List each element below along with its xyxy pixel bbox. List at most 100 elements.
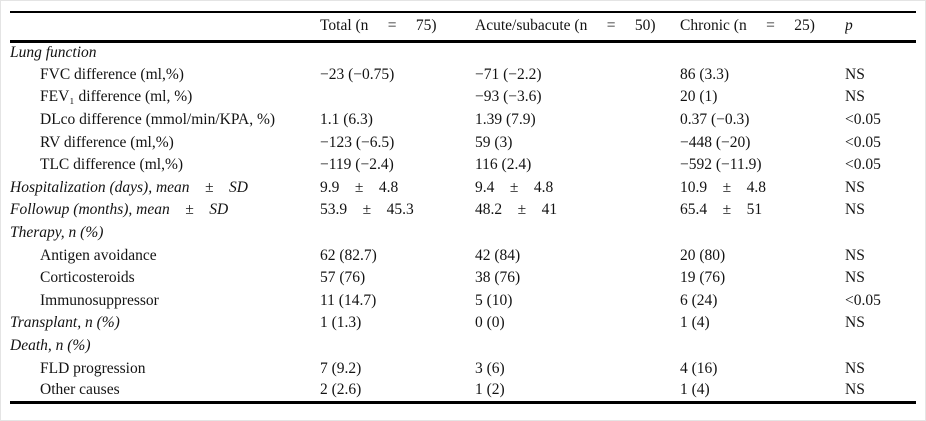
header-chronic: Chronic (n = 25) bbox=[680, 12, 845, 43]
table-row: Therapy, n (%) bbox=[10, 222, 916, 245]
header-p-value: p bbox=[845, 12, 916, 43]
cell-total: 53.9 ± 45.3 bbox=[320, 201, 414, 219]
header-label-spacer bbox=[10, 12, 320, 43]
cell-acute-subacute: 3 (6) bbox=[475, 359, 505, 377]
cell-p-value bbox=[845, 335, 916, 358]
cell-p-value: NS bbox=[845, 381, 865, 399]
cell-chronic: −592 (−11.9) bbox=[680, 156, 762, 174]
table-row: Followup (months), mean ± SD 53.9 ± 45.3 4… bbox=[10, 199, 916, 222]
cell-p-value: <0.05 bbox=[845, 111, 881, 129]
cell-chronic: 0.37 (−0.3) bbox=[680, 111, 750, 129]
table-row: RV difference (ml,%) −123 (−6.5) 59 (3) −44… bbox=[10, 131, 916, 154]
row-label: Corticosteroids bbox=[40, 269, 135, 287]
table-row: Lung function bbox=[10, 41, 916, 64]
cell-p-value: <0.05 bbox=[845, 133, 881, 151]
table-row: Transplant, n (%) 1 (1.3) 0 (0) 1 (4) NS bbox=[10, 312, 916, 335]
cell-acute-subacute: 116 (2.4) bbox=[475, 156, 532, 174]
row-label: RV difference (ml,%) bbox=[40, 133, 174, 151]
table-row: Other causes 2 (2.6) 1 (2) 1 (4) NS bbox=[10, 380, 916, 403]
clinical-outcomes-table: Total (n = 75) Acute/subacute (n = 50) C… bbox=[10, 11, 916, 404]
row-label: Death, n (%) bbox=[10, 337, 91, 355]
cell-chronic: 20 (80) bbox=[680, 246, 726, 264]
header-total: Total (n = 75) bbox=[320, 12, 475, 43]
table-row: FVC difference (ml,%) −23 (−0.75) −71 (−2.… bbox=[10, 64, 916, 87]
cell-total: 57 (76) bbox=[320, 269, 366, 287]
row-label: Immunosuppressor bbox=[40, 291, 159, 309]
cell-p-value: <0.05 bbox=[845, 291, 881, 309]
cell-p-value: NS bbox=[845, 246, 865, 264]
cell-p-value: NS bbox=[845, 269, 865, 287]
row-label: Hospitalization (days), mean ± SD bbox=[10, 178, 248, 196]
cell-total: 7 (9.2) bbox=[320, 359, 362, 377]
cell-acute-subacute: 9.4 ± 4.8 bbox=[475, 178, 554, 196]
cell-chronic bbox=[680, 335, 845, 358]
cell-total: 11 (14.7) bbox=[320, 291, 377, 309]
table-row: Antigen avoidance 62 (82.7) 42 (84) 20 (80)… bbox=[10, 244, 916, 267]
cell-p-value: NS bbox=[845, 201, 865, 219]
cell-total: −123 (−6.5) bbox=[320, 133, 395, 151]
cell-p-value bbox=[845, 222, 916, 245]
table-row: TLC difference (ml,%) −119 (−2.4) 116 (2.4… bbox=[10, 154, 916, 177]
cell-acute-subacute: −93 (−3.6) bbox=[475, 88, 542, 106]
cell-acute-subacute bbox=[475, 335, 680, 358]
cell-chronic bbox=[680, 41, 845, 64]
row-label: Therapy, n (%) bbox=[10, 224, 104, 242]
table-row: Corticosteroids 57 (76) 38 (76) 19 (76) NS bbox=[10, 267, 916, 290]
cell-chronic: 4 (16) bbox=[680, 359, 718, 377]
cell-total: 1 (1.3) bbox=[320, 314, 362, 332]
cell-total: −23 (−0.75) bbox=[320, 65, 395, 83]
row-label: Followup (months), mean ± SD bbox=[10, 201, 229, 219]
cell-total: 9.9 ± 4.8 bbox=[320, 178, 399, 196]
cell-chronic: 65.4 ± 51 bbox=[680, 201, 763, 219]
cell-acute-subacute: 0 (0) bbox=[475, 314, 505, 332]
cell-total: 1.1 (6.3) bbox=[320, 111, 373, 129]
cell-p-value: NS bbox=[845, 178, 865, 196]
cell-acute-subacute: 42 (84) bbox=[475, 246, 521, 264]
cell-chronic: 19 (76) bbox=[680, 269, 726, 287]
row-label: FEV₁ difference (ml, %) bbox=[40, 88, 193, 106]
cell-chronic: 1 (4) bbox=[680, 381, 710, 399]
table-row: FLD progression 7 (9.2) 3 (6) 4 (16) NS bbox=[10, 357, 916, 380]
cell-acute-subacute: 1 (2) bbox=[475, 381, 505, 399]
cell-total bbox=[320, 335, 475, 358]
header-acute-subacute: Acute/subacute (n = 50) bbox=[475, 12, 680, 43]
row-label: Antigen avoidance bbox=[40, 246, 157, 264]
cell-chronic bbox=[680, 222, 845, 245]
table-row: Hospitalization (days), mean ± SD 9.9 ± 4… bbox=[10, 177, 916, 200]
cell-total bbox=[320, 86, 475, 109]
row-label: Other causes bbox=[40, 381, 120, 399]
cell-p-value bbox=[845, 41, 916, 64]
table-row: FEV₁ difference (ml, %) −93 (−3.6) 20 (1) N… bbox=[10, 86, 916, 109]
header-row: Total (n = 75) Acute/subacute (n = 50) C… bbox=[10, 12, 916, 43]
cell-acute-subacute: 59 (3) bbox=[475, 133, 513, 151]
cell-chronic: −448 (−20) bbox=[680, 133, 751, 151]
row-label: Transplant, n (%) bbox=[10, 314, 120, 332]
cell-total: 2 (2.6) bbox=[320, 381, 362, 399]
cell-total bbox=[320, 41, 475, 64]
cell-chronic: 86 (3.3) bbox=[680, 65, 730, 83]
cell-acute-subacute: 1.39 (7.9) bbox=[475, 111, 536, 129]
cell-total: −119 (−2.4) bbox=[320, 156, 394, 174]
row-label: FLD progression bbox=[40, 359, 146, 377]
cell-p-value: NS bbox=[845, 359, 865, 377]
row-label: DLco difference (mmol/min/KPA, %) bbox=[40, 111, 276, 129]
cell-chronic: 6 (24) bbox=[680, 291, 718, 309]
cell-acute-subacute: 38 (76) bbox=[475, 269, 521, 287]
table-body: Lung function FVC difference (ml,%) −23 (−… bbox=[10, 41, 916, 403]
cell-acute-subacute: 5 (10) bbox=[475, 291, 513, 309]
cell-chronic: 20 (1) bbox=[680, 88, 718, 106]
cell-chronic: 1 (4) bbox=[680, 314, 710, 332]
cell-acute-subacute: −71 (−2.2) bbox=[475, 65, 542, 83]
row-label: FVC difference (ml,%) bbox=[40, 65, 184, 83]
cell-p-value: <0.05 bbox=[845, 156, 881, 174]
cell-p-value: NS bbox=[845, 88, 865, 106]
row-label: TLC difference (ml,%) bbox=[40, 156, 184, 174]
cell-total: 62 (82.7) bbox=[320, 246, 377, 264]
row-label: Lung function bbox=[10, 44, 97, 62]
cell-p-value: NS bbox=[845, 314, 865, 332]
cell-acute-subacute bbox=[475, 222, 680, 245]
cell-p-value: NS bbox=[845, 65, 865, 83]
table-row: Immunosuppressor 11 (14.7) 5 (10) 6 (24) <0.… bbox=[10, 290, 916, 313]
cell-acute-subacute bbox=[475, 41, 680, 64]
